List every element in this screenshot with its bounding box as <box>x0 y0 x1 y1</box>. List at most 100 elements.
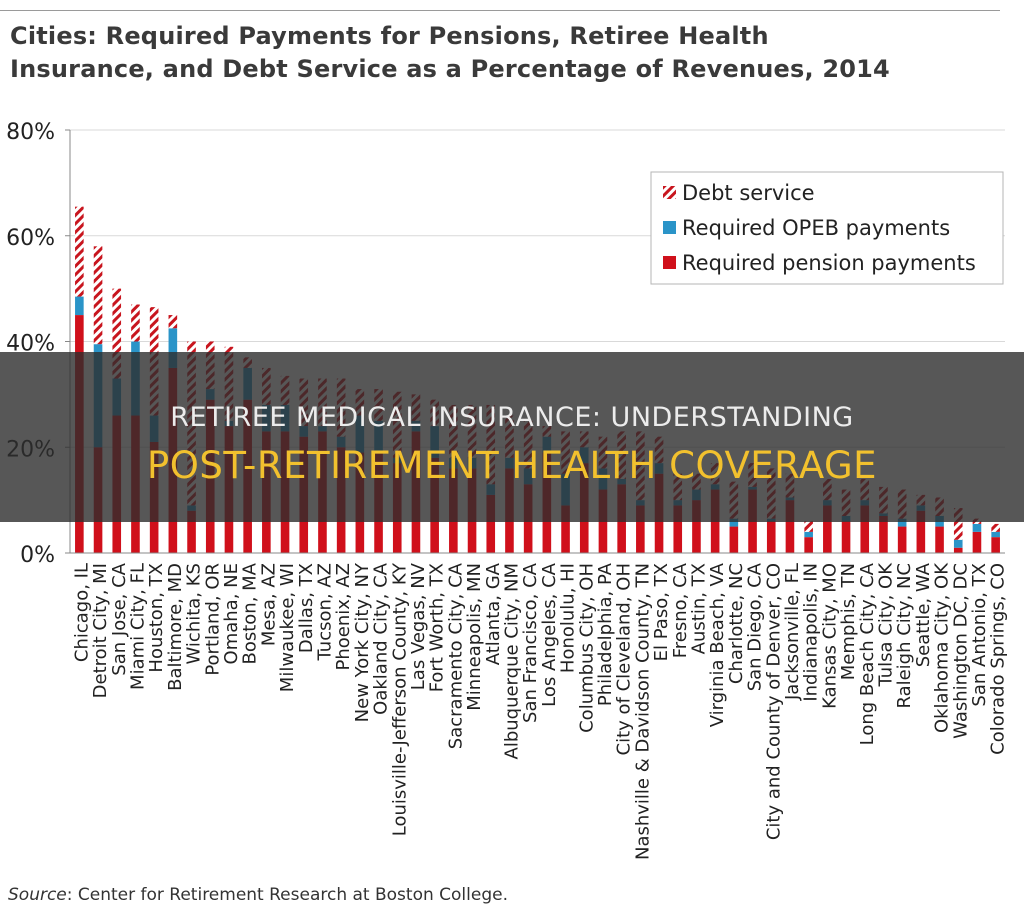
bar-segment-pension <box>953 547 963 553</box>
x-tick-label: Phoenix, AZ <box>333 563 354 671</box>
y-tick-label: 60% <box>6 226 55 251</box>
legend-swatch <box>663 221 676 234</box>
x-tick-label: San Antonio, TX <box>969 563 990 707</box>
x-tick-label: Colorado Springs, CO <box>988 563 1009 755</box>
bar-segment-debt <box>75 206 84 297</box>
bar-segment-opeb <box>991 531 1000 538</box>
overlay-headline: RETIREE MEDICAL INSURANCE: UNDERSTANDING <box>170 402 854 433</box>
source-text: : Center for Retirement Research at Bost… <box>66 885 508 905</box>
x-tick-label: Albuquerque City, NM <box>501 563 522 760</box>
x-tick-label: Jacksonville, FL <box>782 563 803 701</box>
legend-label: Debt service <box>682 181 815 205</box>
legend: Debt service Required OPEB payments Requir… <box>650 171 1004 285</box>
bar-segment-pension <box>729 526 739 553</box>
source-note: Source: Center for Retirement Research a… <box>8 885 508 905</box>
x-tick-label: Dallas, TX <box>296 563 317 653</box>
x-tick-label: Mesa, AZ <box>258 563 279 646</box>
x-tick-label: Austin, TX <box>688 563 709 654</box>
bar-segment-pension <box>804 537 813 553</box>
bar-segment-debt <box>804 521 813 532</box>
x-tick-label: Louisville-Jefferson County, KY <box>389 562 410 836</box>
bar-segment-opeb <box>75 296 84 316</box>
bar-segment-pension <box>486 494 496 553</box>
x-tick-label: City and County of Denver, CO <box>763 563 784 840</box>
chart-title-line-2: Insurance, and Debt Service as a Percent… <box>10 55 890 83</box>
bar-segment-debt <box>991 523 1000 532</box>
y-tick-label: 80% <box>6 120 55 145</box>
bar-segment-pension <box>860 505 870 553</box>
legend-box <box>650 171 1004 285</box>
x-tick-label: Miami City, FL <box>127 563 148 690</box>
x-tick-label: Portland, OR <box>202 563 223 676</box>
chart-title-line-1: Cities: Required Payments for Pensions, … <box>10 22 769 50</box>
x-tick-label: Oklahoma City, OK <box>932 562 953 733</box>
x-tick-label: Seattle, WA <box>913 562 934 667</box>
x-tick-label: Kansas City, MO <box>819 563 840 709</box>
bar-segment-pension <box>935 526 944 553</box>
bar-segment-pension <box>785 500 795 553</box>
x-tick-label: Charlotte, NC <box>726 563 747 684</box>
x-tick-label: Oakland City, CA <box>371 562 392 715</box>
x-tick-label: Atlanta, GA <box>483 562 504 665</box>
bar-segment-pension <box>991 537 1000 553</box>
bar-segment-opeb <box>897 518 907 527</box>
overlay-banner <box>0 352 1024 522</box>
x-tick-label: El Paso, TX <box>651 563 672 661</box>
x-tick-label: Tulsa City, OK <box>875 562 896 688</box>
x-tick-label: Omaha, NE <box>221 563 242 664</box>
x-tick-label: Fresno, CA <box>670 562 691 658</box>
bar-segment-opeb <box>804 531 813 538</box>
bar-segment-pension <box>841 521 851 553</box>
bar-segment-debt <box>953 508 963 540</box>
x-tick-label: San Francisco, CA <box>520 562 541 723</box>
x-tick-label: Boston, MA <box>240 562 261 664</box>
y-tick-label: 0% <box>20 543 55 568</box>
legend-swatch <box>663 186 676 199</box>
x-tick-label: San Diego, CA <box>745 562 766 691</box>
source-label: Source <box>8 885 67 905</box>
bar-segment-pension <box>187 510 196 553</box>
x-tick-label: Milwaukee, WI <box>277 563 298 692</box>
bar-segment-pension <box>561 505 570 553</box>
x-tick-label: Columbus City, OH <box>576 563 597 733</box>
x-tick-label: Philadelphia, PA <box>595 562 616 706</box>
x-tick-label: Sacramento City, CA <box>445 562 466 749</box>
x-tick-label: Baltimore, MD <box>165 563 186 691</box>
bar-segment-pension <box>636 505 645 553</box>
x-tick-label: Washington DC, DC <box>950 563 971 739</box>
x-tick-label: New York City, NY <box>352 562 373 722</box>
bar-segment-pension <box>916 510 926 553</box>
x-tick-label: Long Beach City, CA <box>857 562 878 745</box>
x-tick-label: San Jose, CA <box>109 562 130 675</box>
x-tick-label: City of Cleveland, OH <box>614 563 635 755</box>
x-tick-label: Chicago, IL <box>71 563 92 662</box>
x-tick-label: Minneapolis, MN <box>464 563 485 711</box>
top-rule <box>0 10 1000 11</box>
bar-segment-opeb <box>972 523 982 532</box>
x-tick-label: Las Vegas, NV <box>408 562 429 690</box>
x-tick-label: Fort Worth, TX <box>427 563 448 692</box>
bar-segment-opeb <box>953 539 963 548</box>
x-tick-label: Houston, TX <box>146 563 167 673</box>
bar-segment-debt <box>93 246 103 345</box>
x-tick-label: Detroit City, MI <box>90 563 111 698</box>
x-tick-label: Raleigh City, NC <box>894 563 915 709</box>
bar-segment-pension <box>972 531 982 553</box>
legend-label: Required pension payments <box>682 251 976 275</box>
bar-segment-opeb <box>729 518 739 527</box>
x-tick-label: Wichita, KS <box>184 563 205 664</box>
legend-label: Required OPEB payments <box>682 216 950 240</box>
bar-segment-pension <box>673 505 683 553</box>
bar-segment-debt <box>112 288 122 379</box>
x-tick-label: Memphis, TN <box>838 563 859 680</box>
x-tick-label: Virginia Beach, VA <box>707 562 728 727</box>
overlay-subheadline: POST-RETIREMENT HEALTH COVERAGE <box>146 444 878 487</box>
x-tick-label: Tucson, AZ <box>314 563 335 661</box>
x-tick-label: Indianapolis, IN <box>801 563 822 702</box>
bar-segment-debt <box>131 304 140 342</box>
bar-segment-pension <box>692 500 701 553</box>
bar-segment-pension <box>897 526 907 553</box>
bar-segment-pension <box>823 505 832 553</box>
legend-swatch <box>663 256 676 269</box>
